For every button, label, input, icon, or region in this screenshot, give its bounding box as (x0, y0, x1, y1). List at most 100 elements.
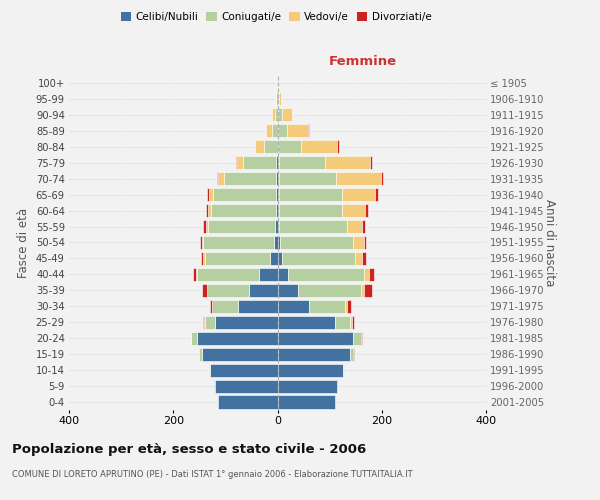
Bar (208, 204, 211, 217)
Bar (196, 268, 197, 281)
Bar (281, 108, 292, 122)
Bar (362, 252, 365, 265)
Bar (209, 188, 214, 201)
Bar (364, 284, 372, 297)
Bar (203, 252, 205, 265)
Bar (361, 332, 362, 345)
Bar (343, 364, 344, 376)
Bar (277, 268, 288, 281)
Bar (350, 316, 352, 329)
Bar (214, 188, 276, 201)
Bar (347, 300, 351, 313)
Bar (281, 252, 355, 265)
Legend: Celibi/Nubili, Coniugati/e, Vedovi/e, Divorziati/e: Celibi/Nubili, Coniugati/e, Vedovi/e, Di… (116, 8, 436, 26)
Bar (215, 316, 277, 329)
Bar (277, 316, 335, 329)
Bar (193, 268, 196, 281)
Bar (224, 172, 277, 185)
Bar (369, 268, 374, 281)
Bar (199, 348, 202, 360)
Text: Popolazione per età, sesso e stato civile - 2006: Popolazione per età, sesso e stato civil… (12, 442, 366, 456)
Bar (236, 156, 238, 170)
Bar (345, 300, 347, 313)
Bar (211, 204, 276, 217)
Bar (242, 156, 277, 170)
Bar (272, 124, 277, 138)
Bar (277, 332, 353, 345)
Bar (205, 252, 269, 265)
Bar (277, 284, 298, 297)
Bar (200, 236, 202, 249)
Bar (201, 252, 203, 265)
Bar (364, 268, 369, 281)
Bar (207, 284, 249, 297)
Bar (337, 140, 339, 153)
Bar (309, 300, 345, 313)
Text: Femmine: Femmine (329, 56, 397, 68)
Bar (362, 220, 365, 233)
Y-axis label: Anni di nascita: Anni di nascita (543, 199, 556, 286)
Bar (209, 364, 210, 376)
Bar (208, 220, 275, 233)
Bar (278, 92, 281, 106)
Bar (206, 220, 208, 233)
Bar (288, 268, 364, 281)
Bar (249, 284, 277, 297)
Bar (280, 236, 353, 249)
Bar (277, 124, 287, 138)
Bar (266, 124, 272, 138)
Bar (276, 188, 277, 201)
Bar (335, 316, 350, 329)
Bar (276, 204, 277, 217)
Bar (217, 172, 218, 185)
Bar (210, 300, 212, 313)
Bar (212, 300, 238, 313)
Bar (203, 220, 206, 233)
Y-axis label: Fasce di età: Fasce di età (17, 208, 30, 278)
Bar (269, 252, 277, 265)
Bar (277, 220, 279, 233)
Bar (365, 204, 368, 217)
Bar (238, 300, 277, 313)
Bar (202, 284, 206, 297)
Bar (197, 268, 259, 281)
Bar (265, 140, 277, 153)
Bar (206, 204, 208, 217)
Bar (361, 284, 364, 297)
Bar (279, 188, 341, 201)
Bar (277, 252, 281, 265)
Bar (355, 252, 362, 265)
Bar (277, 348, 350, 360)
Bar (215, 380, 277, 392)
Bar (272, 108, 275, 122)
Bar (341, 188, 376, 201)
Bar (279, 220, 347, 233)
Bar (277, 380, 337, 392)
Bar (353, 332, 361, 345)
Bar (287, 124, 308, 138)
Bar (218, 172, 224, 185)
Bar (308, 124, 309, 138)
Bar (202, 236, 203, 249)
Bar (197, 332, 277, 345)
Bar (341, 204, 365, 217)
Bar (278, 156, 325, 170)
Bar (203, 316, 204, 329)
Bar (337, 172, 381, 185)
Bar (279, 204, 341, 217)
Bar (277, 156, 278, 170)
Bar (381, 172, 383, 185)
Bar (238, 156, 242, 170)
Bar (255, 140, 265, 153)
Bar (277, 300, 309, 313)
Bar (370, 156, 373, 170)
Bar (277, 236, 280, 249)
Bar (210, 364, 277, 376)
Bar (202, 348, 277, 360)
Bar (259, 268, 277, 281)
Bar (277, 188, 279, 201)
Text: COMUNE DI LORETO APRUTINO (PE) - Dati ISTAT 1° gennaio 2006 - Elaborazione TUTTA: COMUNE DI LORETO APRUTINO (PE) - Dati IS… (12, 470, 413, 479)
Bar (275, 220, 277, 233)
Bar (301, 140, 337, 153)
Bar (274, 236, 277, 249)
